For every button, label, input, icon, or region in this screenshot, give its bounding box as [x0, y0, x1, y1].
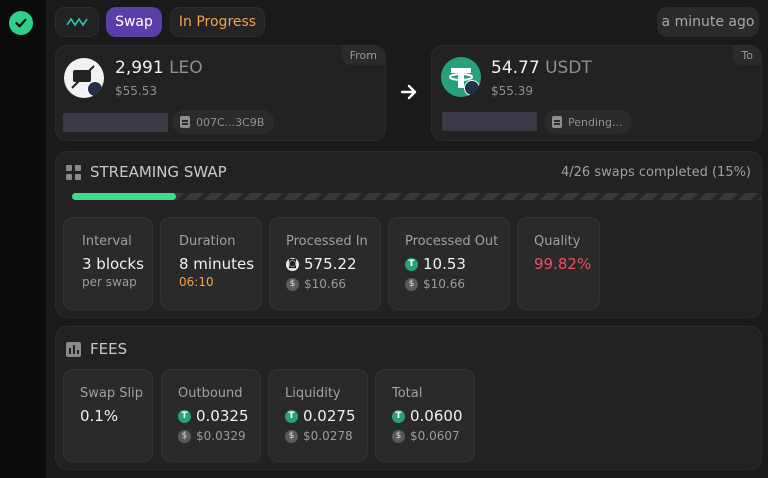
processed-in-usd: $10.66	[304, 277, 346, 291]
timestamp-badge: a minute ago	[657, 7, 759, 37]
duration-stat: Duration 8 minutes 06:10	[160, 217, 262, 310]
dollar-icon: $	[285, 429, 298, 443]
dollar-icon: $	[405, 277, 418, 291]
duration-value: 8 minutes	[179, 255, 255, 273]
streaming-swap-section: STREAMING SWAP 4/26 swaps completed (15%…	[55, 151, 762, 318]
fees-section: FEES Swap Slip 0.1% Outbound T 0.0325 $ $0…	[55, 326, 762, 470]
swap-slip-value: 0.1%	[80, 407, 119, 425]
processed-out-value: 10.53	[423, 255, 466, 273]
status-label: In Progress	[178, 14, 257, 30]
from-asset-card: From 2,991 LEO $55.53 007C...3C9B	[55, 45, 386, 141]
liquidity-usd: $0.0278	[303, 429, 353, 443]
outbound-fee: Outbound T 0.0325 $ $0.0329	[161, 369, 261, 462]
processed-in-value: 575.22	[304, 255, 357, 273]
from-address-redacted	[63, 113, 168, 132]
arrow-right-icon	[400, 84, 417, 100]
quality-value: 99.82%	[534, 255, 592, 273]
check-icon	[9, 11, 33, 35]
to-address-redacted	[442, 112, 537, 131]
from-tag: From	[341, 46, 385, 65]
to-asset: USDT	[545, 58, 592, 78]
swap-type-badge[interactable]: Swap	[106, 7, 162, 37]
liquidity-fee: Liquidity T 0.0275 $ $0.0278	[268, 369, 368, 462]
to-tx-status: Pending...	[568, 115, 623, 129]
usdt-small-icon: T	[178, 409, 191, 423]
outbound-usd: $0.0329	[196, 429, 246, 443]
arbitrum-chain-icon	[87, 81, 103, 97]
processed-in-stat: Processed In ◙ 575.22 $ $10.66	[269, 217, 381, 310]
outbound-value: 0.0325	[196, 407, 249, 425]
duration-label: Duration	[179, 234, 236, 249]
liquidity-label: Liquidity	[285, 386, 341, 401]
processed-out-usd: $10.66	[423, 277, 465, 291]
from-tx-hash: 007C...3C9B	[196, 115, 265, 129]
leo-token-icon	[64, 58, 104, 98]
interval-label: Interval	[82, 234, 132, 249]
timestamp-label: a minute ago	[661, 14, 755, 30]
dollar-icon: $	[392, 429, 405, 443]
grid-icon	[66, 165, 81, 180]
interval-stat: Interval 3 blocks per swap	[63, 217, 153, 310]
usdt-small-icon: T	[392, 409, 405, 423]
swap-slip-label: Swap Slip	[80, 386, 143, 401]
to-usd-value: $55.39	[491, 84, 533, 98]
usdt-small-icon: T	[405, 257, 418, 271]
from-usd-value: $55.53	[115, 84, 157, 98]
to-amount: 54.77	[491, 58, 540, 78]
dollar-icon: $	[178, 429, 191, 443]
swap-type-label: Swap	[115, 14, 153, 30]
to-tag: To	[733, 46, 761, 65]
total-usd: $0.0607	[410, 429, 460, 443]
streaming-progress-bar	[72, 193, 762, 200]
to-tx-chip[interactable]: Pending...	[544, 110, 633, 134]
bar-chart-icon	[66, 342, 81, 357]
quality-stat: Quality 99.82%	[517, 217, 600, 310]
total-fee: Total T 0.0600 $ $0.0607	[375, 369, 475, 462]
processed-out-label: Processed Out	[405, 234, 499, 249]
outbound-label: Outbound	[178, 386, 243, 401]
arbitrum-chain-icon	[464, 80, 480, 96]
thorchain-logo-pill	[55, 7, 99, 37]
swaps-completed-summary: 4/26 swaps completed (15%)	[561, 165, 751, 180]
leo-small-icon: ◙	[286, 257, 299, 271]
streaming-swap-title: STREAMING SWAP	[90, 163, 227, 181]
status-badge: In Progress	[170, 7, 265, 37]
processed-out-stat: Processed Out T 10.53 $ $10.66	[388, 217, 510, 310]
total-value: 0.0600	[410, 407, 463, 425]
duration-countdown: 06:10	[179, 275, 214, 289]
thorchain-icon	[66, 17, 88, 27]
dollar-icon: $	[286, 277, 299, 291]
fees-title: FEES	[90, 340, 128, 358]
usdt-token-icon	[441, 57, 481, 97]
to-asset-card: To 54.77 USDT $55.39 Pending...	[431, 45, 762, 141]
document-icon	[552, 116, 562, 128]
usdt-small-icon: T	[285, 409, 298, 423]
swap-slip-fee: Swap Slip 0.1%	[63, 369, 153, 462]
interval-sub: per swap	[82, 275, 137, 289]
streaming-progress-fill	[72, 193, 176, 200]
total-label: Total	[392, 386, 423, 401]
from-tx-chip[interactable]: 007C...3C9B	[172, 110, 275, 134]
quality-label: Quality	[534, 234, 581, 249]
liquidity-value: 0.0275	[303, 407, 356, 425]
document-icon	[180, 116, 190, 128]
from-amount: 2,991	[115, 58, 164, 78]
swap-detail-panel: Swap In Progress a minute ago From 2,991…	[47, 0, 768, 478]
interval-value: 3 blocks	[82, 255, 144, 273]
processed-in-label: Processed In	[286, 234, 368, 249]
left-rail	[0, 0, 47, 478]
from-asset: LEO	[169, 58, 203, 78]
